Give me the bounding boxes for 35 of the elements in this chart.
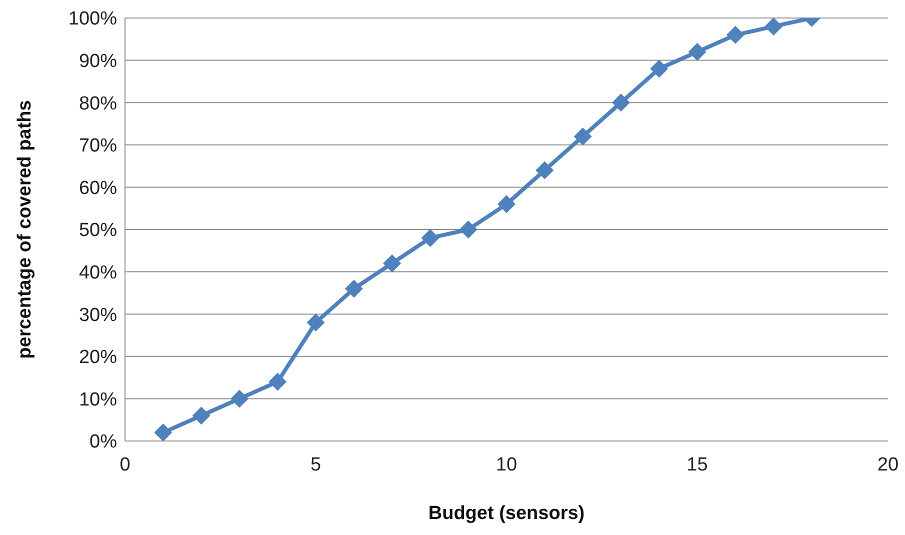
- y-tick-label: 70%: [78, 136, 118, 157]
- x-tick-label: 10: [496, 454, 518, 476]
- point: [192, 406, 210, 425]
- x-tick-label: 5: [310, 454, 322, 476]
- point: [536, 161, 554, 180]
- x-axis-title: Budget (sensors): [428, 503, 585, 524]
- y-tick-label: 0%: [90, 432, 118, 453]
- point: [498, 195, 516, 214]
- y-tick-label: 90%: [78, 51, 118, 72]
- y-tick-label: 80%: [78, 93, 118, 114]
- point: [383, 254, 402, 272]
- point: [650, 60, 668, 78]
- point: [764, 18, 783, 36]
- point: [688, 42, 706, 61]
- y-tick-label: 50%: [78, 220, 118, 242]
- point: [459, 220, 478, 238]
- point: [268, 372, 287, 391]
- point: [726, 26, 744, 44]
- y-tick-label: 20%: [78, 347, 118, 368]
- y-tick-label: 100%: [68, 8, 118, 30]
- y-tick-label: 30%: [78, 304, 118, 326]
- x-tick-label: 15: [686, 454, 708, 476]
- point: [421, 228, 440, 247]
- point: [230, 390, 248, 408]
- y-axis-title: percentage of covered paths: [14, 100, 36, 359]
- y-tick-label: 60%: [78, 178, 118, 199]
- point: [344, 280, 363, 298]
- point: [574, 127, 592, 146]
- y-tick-label: 10%: [78, 389, 118, 410]
- point: [154, 424, 172, 441]
- x-tick-label: 0: [120, 454, 130, 476]
- point: [612, 94, 630, 112]
- y-tick-label: 40%: [78, 262, 118, 284]
- point: [306, 314, 325, 332]
- x-tick-label: 20: [877, 454, 899, 476]
